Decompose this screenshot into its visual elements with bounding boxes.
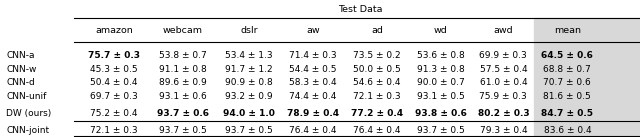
Text: 79.3 ± 0.4: 79.3 ± 0.4 [479, 126, 527, 135]
Text: 91.3 ± 0.8: 91.3 ± 0.8 [417, 65, 465, 74]
Text: 81.6 ± 0.5: 81.6 ± 0.5 [543, 92, 591, 101]
Text: CNN-joint: CNN-joint [6, 126, 49, 135]
Text: 93.2 ± 0.9: 93.2 ± 0.9 [225, 92, 273, 101]
Text: 70.7 ± 0.6: 70.7 ± 0.6 [543, 78, 591, 87]
Text: 93.7 ± 0.6: 93.7 ± 0.6 [157, 109, 209, 118]
Text: 73.5 ± 0.2: 73.5 ± 0.2 [353, 51, 401, 60]
Text: 72.1 ± 0.3: 72.1 ± 0.3 [90, 126, 138, 135]
Text: awd: awd [493, 26, 513, 35]
Text: 89.6 ± 0.9: 89.6 ± 0.9 [159, 78, 207, 87]
Text: 54.4 ± 0.5: 54.4 ± 0.5 [289, 65, 337, 74]
Text: 93.7 ± 0.5: 93.7 ± 0.5 [159, 126, 207, 135]
Text: 58.3 ± 0.4: 58.3 ± 0.4 [289, 78, 337, 87]
Text: 53.4 ± 1.3: 53.4 ± 1.3 [225, 51, 273, 60]
Text: 78.9 ± 0.4: 78.9 ± 0.4 [287, 109, 339, 118]
Text: 75.2 ± 0.4: 75.2 ± 0.4 [90, 109, 138, 118]
Text: 50.4 ± 0.4: 50.4 ± 0.4 [90, 78, 138, 87]
Text: 93.8 ± 0.6: 93.8 ± 0.6 [415, 109, 467, 118]
Text: 91.7 ± 1.2: 91.7 ± 1.2 [225, 65, 273, 74]
Text: 45.3 ± 0.5: 45.3 ± 0.5 [90, 65, 138, 74]
Text: 77.2 ± 0.4: 77.2 ± 0.4 [351, 109, 403, 118]
Text: aw: aw [306, 26, 320, 35]
Text: 71.4 ± 0.3: 71.4 ± 0.3 [289, 51, 337, 60]
Text: 75.9 ± 0.3: 75.9 ± 0.3 [479, 92, 527, 101]
Text: CNN-unif: CNN-unif [6, 92, 47, 101]
Text: 68.8 ± 0.7: 68.8 ± 0.7 [543, 65, 591, 74]
Text: 57.5 ± 0.4: 57.5 ± 0.4 [479, 65, 527, 74]
Text: 94.0 ± 1.0: 94.0 ± 1.0 [223, 109, 275, 118]
Text: 91.1 ± 0.8: 91.1 ± 0.8 [159, 65, 207, 74]
Text: 53.6 ± 0.8: 53.6 ± 0.8 [417, 51, 465, 60]
Text: 50.0 ± 0.5: 50.0 ± 0.5 [353, 65, 401, 74]
Text: 69.9 ± 0.3: 69.9 ± 0.3 [479, 51, 527, 60]
Text: ad: ad [371, 26, 383, 35]
Text: 93.1 ± 0.6: 93.1 ± 0.6 [159, 92, 207, 101]
Text: 53.8 ± 0.7: 53.8 ± 0.7 [159, 51, 207, 60]
Text: amazon: amazon [95, 26, 133, 35]
Text: mean: mean [554, 26, 581, 35]
Text: CNN-a: CNN-a [6, 51, 35, 60]
Text: 84.7 ± 0.5: 84.7 ± 0.5 [541, 109, 593, 118]
Text: 90.0 ± 0.7: 90.0 ± 0.7 [417, 78, 465, 87]
Text: 80.2 ± 0.3: 80.2 ± 0.3 [477, 109, 529, 118]
Text: 93.7 ± 0.5: 93.7 ± 0.5 [225, 126, 273, 135]
Text: DW (ours): DW (ours) [6, 109, 52, 118]
Text: wd: wd [434, 26, 448, 35]
Text: 83.6 ± 0.4: 83.6 ± 0.4 [543, 126, 591, 135]
Text: 72.1 ± 0.3: 72.1 ± 0.3 [353, 92, 401, 101]
Text: CNN-d: CNN-d [6, 78, 35, 87]
Text: 64.5 ± 0.6: 64.5 ± 0.6 [541, 51, 593, 60]
Text: 76.4 ± 0.4: 76.4 ± 0.4 [353, 126, 401, 135]
Text: webcam: webcam [163, 26, 203, 35]
Text: 93.1 ± 0.5: 93.1 ± 0.5 [417, 92, 465, 101]
Text: 61.0 ± 0.4: 61.0 ± 0.4 [479, 78, 527, 87]
Text: 93.7 ± 0.5: 93.7 ± 0.5 [417, 126, 465, 135]
Text: 76.4 ± 0.4: 76.4 ± 0.4 [289, 126, 337, 135]
Text: 75.7 ± 0.3: 75.7 ± 0.3 [88, 51, 140, 60]
Text: 90.9 ± 0.8: 90.9 ± 0.8 [225, 78, 273, 87]
Text: 69.7 ± 0.3: 69.7 ± 0.3 [90, 92, 138, 101]
Text: CNN-w: CNN-w [6, 65, 36, 74]
Text: 54.6 ± 0.4: 54.6 ± 0.4 [353, 78, 401, 87]
Text: Test Data: Test Data [338, 5, 382, 14]
Text: dslr: dslr [240, 26, 258, 35]
Text: 74.4 ± 0.4: 74.4 ± 0.4 [289, 92, 337, 101]
